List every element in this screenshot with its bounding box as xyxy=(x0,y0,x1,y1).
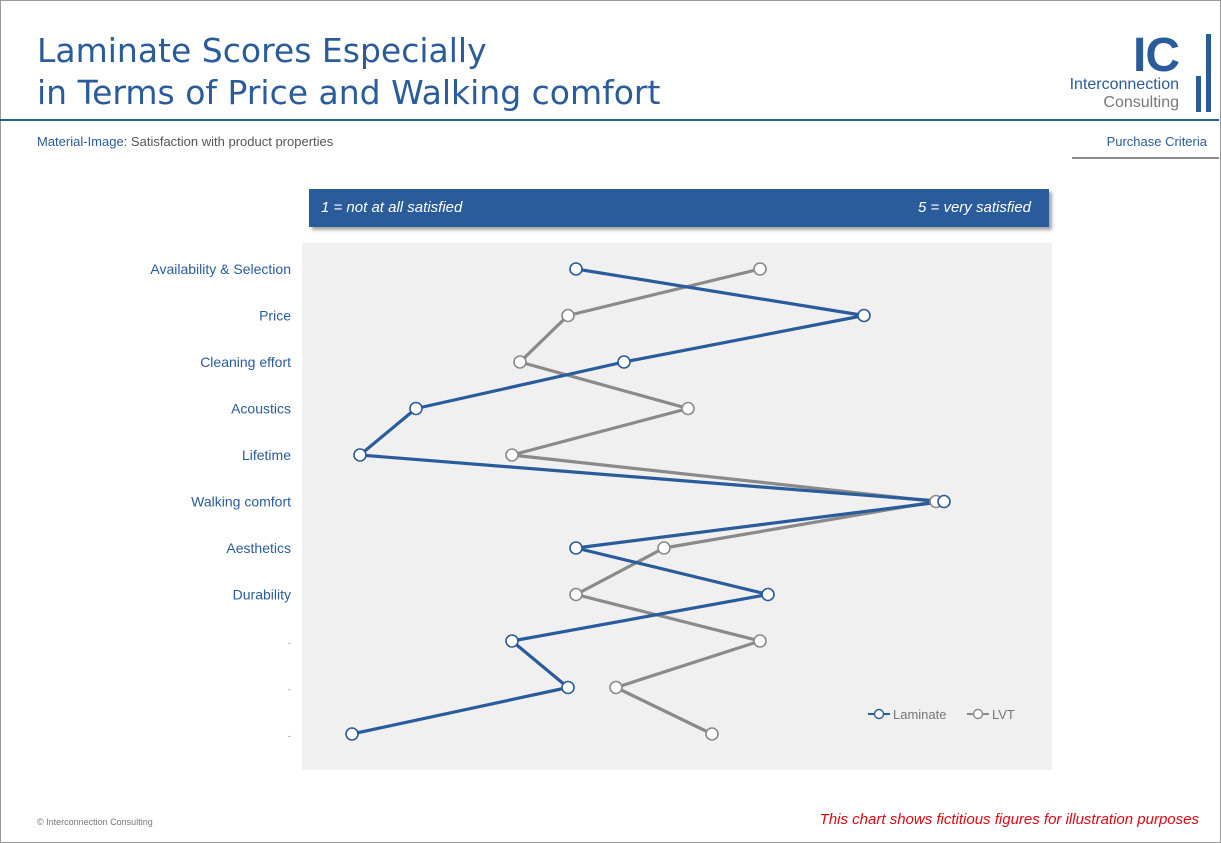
scale-low-label: 1 = not at all satisfied xyxy=(321,199,463,216)
data-point-lvt xyxy=(705,727,719,741)
header-divider xyxy=(0,119,1219,121)
category-label: Durability xyxy=(233,587,291,603)
logo-line-2: Consulting xyxy=(1103,94,1179,111)
title-line-2: in Terms of Price and Walking comfort xyxy=(37,73,661,112)
chart-subtitle: Material-Image: Satisfaction with produc… xyxy=(37,134,333,149)
page-title: Laminate Scores Especially in Terms of P… xyxy=(37,30,660,114)
data-point-lvt xyxy=(609,680,623,695)
title-line-1: Laminate Scores Especially xyxy=(37,31,487,70)
data-point-laminate xyxy=(857,308,871,323)
logo-bar xyxy=(1206,34,1211,112)
logo-line-1: Interconnection xyxy=(1069,76,1179,93)
data-point-lvt xyxy=(513,355,527,369)
category-label: - xyxy=(288,685,291,695)
data-point-lvt xyxy=(753,262,767,276)
data-point-laminate xyxy=(505,634,519,648)
data-point-lvt xyxy=(753,634,767,648)
plot-area xyxy=(302,243,1052,770)
category-label: - xyxy=(288,731,291,741)
data-point-laminate xyxy=(617,355,631,369)
category-label: Availability & Selection xyxy=(150,261,291,277)
section-divider xyxy=(1072,157,1219,159)
legend-label-lvt: LVT xyxy=(992,707,1015,722)
category-label: Acoustics xyxy=(231,401,291,417)
category-label: Lifetime xyxy=(242,447,291,463)
data-point-lvt xyxy=(657,541,671,555)
subtitle-text: : Satisfaction with product properties xyxy=(123,134,334,149)
data-point-laminate xyxy=(345,727,359,741)
subtitle-topic: Material-Image xyxy=(37,134,124,149)
data-point-laminate xyxy=(761,587,775,602)
data-point-laminate xyxy=(561,680,575,695)
data-point-lvt xyxy=(505,448,519,462)
data-point-laminate xyxy=(569,262,583,276)
data-point-lvt xyxy=(569,587,583,602)
scale-high-label: 5 = very satisfied xyxy=(918,199,1031,216)
category-label: - xyxy=(288,638,291,648)
legend-label-laminate: Laminate xyxy=(893,707,946,722)
category-label: Aesthetics xyxy=(226,540,291,556)
data-point-lvt xyxy=(681,401,695,416)
data-point-laminate xyxy=(353,448,367,462)
category-label: Cleaning effort xyxy=(200,354,291,370)
scale-banner: 1 = not at all satisfied 5 = very satisf… xyxy=(309,189,1049,227)
logo-bar-short xyxy=(1196,76,1201,112)
copyright-text: © Interconnection Consulting xyxy=(37,817,153,827)
company-logo: IC Interconnection Consulting xyxy=(1041,29,1211,114)
disclaimer-text: This chart shows fictitious figures for … xyxy=(819,811,1199,828)
category-label: Price xyxy=(259,308,291,324)
section-label: Purchase Criteria xyxy=(1106,134,1207,149)
data-point-laminate xyxy=(937,494,951,509)
data-point-laminate xyxy=(569,541,583,555)
logo-mark: IC xyxy=(1133,29,1180,82)
data-point-laminate xyxy=(409,401,423,416)
category-label: Walking comfort xyxy=(191,494,291,510)
legend-marker-laminate xyxy=(873,708,885,720)
legend-marker-lvt xyxy=(972,708,984,720)
data-point-lvt xyxy=(561,308,575,323)
